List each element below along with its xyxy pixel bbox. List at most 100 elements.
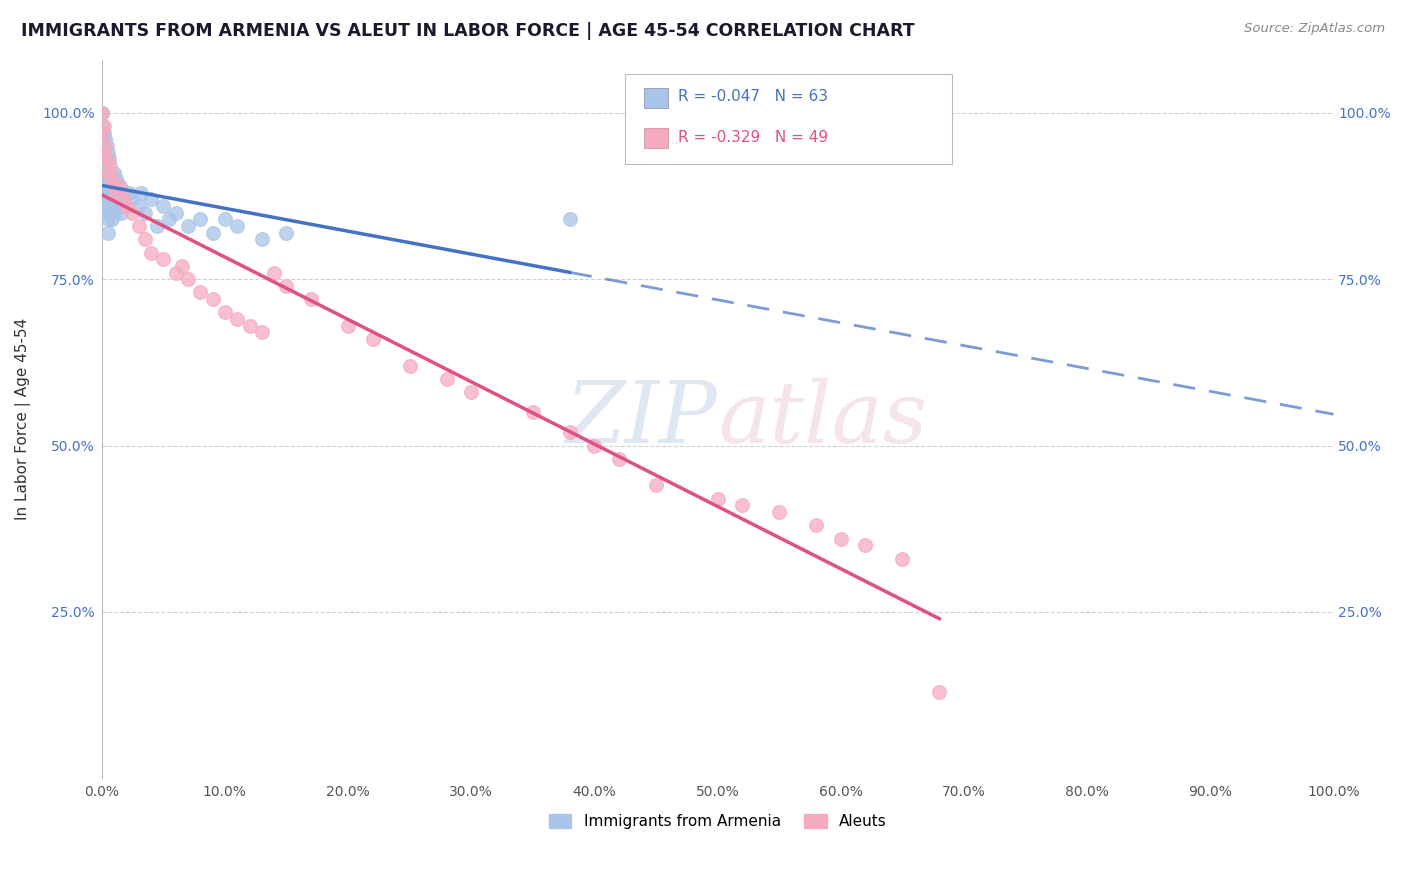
Point	[214, 212, 236, 227]
Point	[103, 166, 125, 180]
Point	[90, 192, 112, 206]
Point	[522, 405, 544, 419]
Point	[94, 186, 117, 200]
Point	[98, 179, 121, 194]
Point	[93, 153, 115, 167]
Point	[558, 212, 581, 227]
Point	[436, 372, 458, 386]
Point	[98, 186, 121, 200]
Point	[165, 266, 187, 280]
Point	[134, 205, 156, 219]
Point	[146, 219, 169, 233]
Text: Source: ZipAtlas.com: Source: ZipAtlas.com	[1244, 22, 1385, 36]
Point	[121, 192, 143, 206]
Point	[105, 172, 128, 186]
Point	[90, 145, 112, 160]
Point	[276, 278, 298, 293]
Point	[90, 126, 112, 140]
Legend: Immigrants from Armenia, Aleuts: Immigrants from Armenia, Aleuts	[543, 808, 893, 835]
FancyBboxPatch shape	[626, 74, 952, 164]
Point	[96, 153, 118, 167]
Point	[645, 478, 668, 492]
Point	[152, 252, 174, 267]
Point	[337, 318, 360, 333]
Point	[558, 425, 581, 440]
Point	[100, 212, 122, 227]
Point	[110, 205, 132, 219]
Point	[188, 212, 211, 227]
Point	[263, 266, 285, 280]
Point	[97, 166, 120, 180]
Point	[112, 192, 135, 206]
Point	[90, 132, 112, 146]
Point	[108, 179, 131, 194]
Point	[139, 192, 162, 206]
Y-axis label: In Labor Force | Age 45-54: In Labor Force | Age 45-54	[15, 318, 31, 520]
Point	[583, 438, 606, 452]
Point	[201, 292, 224, 306]
Point	[118, 186, 141, 200]
Point	[103, 205, 125, 219]
Point	[98, 199, 121, 213]
Text: ZIP: ZIP	[565, 377, 717, 460]
Point	[103, 186, 125, 200]
Point	[238, 318, 260, 333]
Point	[108, 179, 131, 194]
Text: R = -0.047   N = 63: R = -0.047 N = 63	[678, 89, 828, 104]
Point	[94, 132, 117, 146]
Point	[90, 105, 112, 120]
Point	[115, 199, 138, 213]
Point	[226, 219, 249, 233]
Point	[129, 186, 152, 200]
Point	[891, 551, 914, 566]
Point	[201, 226, 224, 240]
Point	[731, 499, 754, 513]
Point	[768, 505, 790, 519]
Point	[177, 219, 200, 233]
Point	[90, 166, 112, 180]
Point	[121, 205, 143, 219]
Point	[90, 153, 112, 167]
Point	[96, 166, 118, 180]
Point	[90, 119, 112, 133]
Point	[100, 172, 122, 186]
Point	[115, 199, 138, 213]
Point	[110, 186, 132, 200]
Point	[94, 159, 117, 173]
Point	[97, 226, 120, 240]
Point	[398, 359, 420, 373]
Point	[128, 199, 150, 213]
Point	[100, 172, 122, 186]
Point	[100, 192, 122, 206]
Point	[97, 212, 120, 227]
Point	[97, 192, 120, 206]
Point	[97, 172, 120, 186]
Point	[276, 226, 298, 240]
Text: R = -0.329   N = 49: R = -0.329 N = 49	[678, 129, 828, 145]
Text: IMMIGRANTS FROM ARMENIA VS ALEUT IN LABOR FORCE | AGE 45-54 CORRELATION CHART: IMMIGRANTS FROM ARMENIA VS ALEUT IN LABO…	[21, 22, 915, 40]
Point	[128, 219, 150, 233]
Point	[361, 332, 384, 346]
Point	[112, 192, 135, 206]
Point	[98, 153, 121, 167]
Point	[94, 139, 117, 153]
Point	[170, 259, 193, 273]
Point	[460, 385, 482, 400]
Point	[90, 105, 112, 120]
Point	[165, 205, 187, 219]
Point	[139, 245, 162, 260]
Point	[93, 126, 115, 140]
Point	[96, 205, 118, 219]
Point	[250, 232, 273, 246]
Point	[90, 179, 112, 194]
Point	[188, 285, 211, 300]
Point	[98, 159, 121, 173]
Point	[830, 532, 852, 546]
Point	[226, 312, 249, 326]
Point	[177, 272, 200, 286]
Point	[928, 684, 950, 698]
Point	[96, 186, 118, 200]
Point	[855, 538, 877, 552]
Point	[105, 192, 128, 206]
Point	[108, 199, 131, 213]
